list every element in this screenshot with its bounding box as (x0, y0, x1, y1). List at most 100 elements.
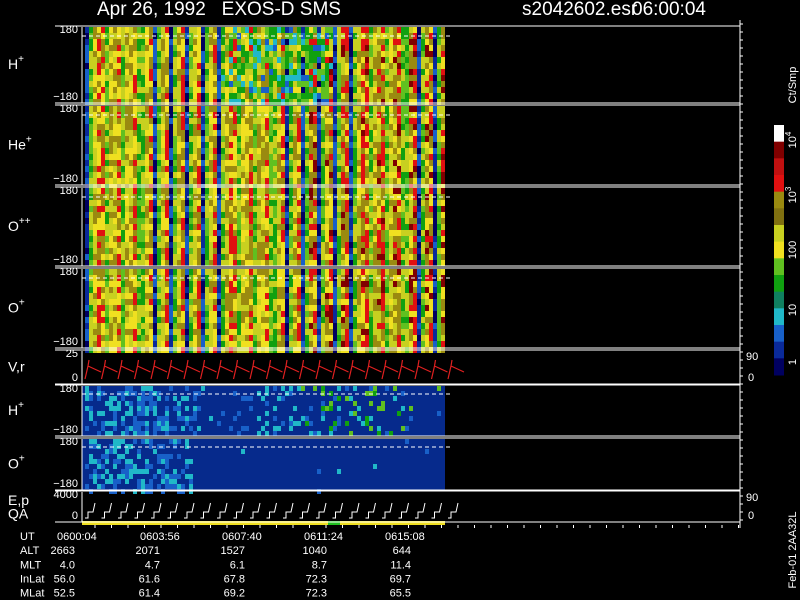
spectrogram-cell (165, 224, 169, 230)
spectrogram-cell (105, 106, 109, 112)
spectrogram-cell (125, 311, 129, 317)
spectrogram-cell (397, 248, 401, 254)
spectrogram-cell (109, 160, 113, 166)
spectrogram-cell (337, 293, 341, 299)
spectrogram-cell (169, 81, 173, 87)
spectrogram-cell (441, 242, 445, 248)
spectrogram-cell (433, 154, 437, 160)
spectrogram-cell (189, 188, 193, 194)
spectrogram-cell (133, 136, 137, 142)
spectrogram-cell (381, 311, 385, 317)
spectrogram-cell (117, 178, 121, 184)
spectrogram-cell (125, 317, 129, 323)
spectrogram-cell (293, 118, 297, 124)
spectrogram-cell (85, 254, 89, 260)
spectrogram-cell (365, 269, 369, 275)
spectrogram-cell (285, 99, 289, 105)
spectrogram-cell (161, 242, 165, 248)
spectrogram-cell (165, 323, 169, 329)
spectrogram-cell (153, 335, 157, 341)
spectrogram-cell (273, 93, 277, 99)
spectrogram-cell (117, 254, 121, 260)
spectrogram-cell (277, 323, 281, 329)
spectrogram-cell (101, 305, 105, 311)
spectrogram-cell (113, 248, 117, 254)
spectrogram-cell (405, 218, 409, 224)
spectrogram-cell (289, 236, 293, 242)
spectrogram-cell (137, 287, 141, 293)
spectrogram-cell (129, 130, 133, 136)
spectrogram-cell (441, 248, 445, 254)
spectrogram-cell (381, 248, 385, 254)
spectrogram-cell (89, 341, 93, 347)
spectrogram-cell (405, 317, 409, 323)
spectrogram-cell (325, 130, 329, 136)
spectrogram-cell (337, 99, 341, 105)
spectrogram-cell (309, 323, 313, 329)
spectrogram-cell (341, 154, 345, 160)
spectrogram-cell (177, 269, 181, 275)
spectrogram-cell (393, 287, 397, 293)
spectrogram-cell (341, 51, 345, 57)
spectrogram-cell (261, 248, 265, 254)
spectrogram-cell (361, 206, 365, 212)
spectrogram-cell (253, 254, 257, 260)
spectrogram-cell (177, 212, 181, 218)
spectrogram-cell (373, 166, 377, 172)
spectrogram-cell (209, 124, 213, 130)
spectrogram-cell (245, 87, 249, 93)
spectrogram-cell (169, 106, 173, 112)
spectrogram-cell (317, 188, 321, 194)
spectrogram-cell (229, 148, 233, 154)
spectrogram-cell (329, 160, 333, 166)
spectrogram-cell (281, 329, 285, 335)
spectrogram-cell (193, 248, 197, 254)
spectrogram-cell (261, 236, 265, 242)
spectrogram-cell (265, 293, 269, 299)
spectrogram-cell (265, 136, 269, 142)
spectrogram-cell (277, 136, 281, 142)
spectrogram-cell (193, 63, 197, 69)
spectrogram-cell (393, 118, 397, 124)
spectrogram-cell (369, 311, 373, 317)
spectrogram-cell (269, 287, 273, 293)
spectrogram-cell (229, 200, 233, 206)
spectrogram-cell (209, 260, 213, 266)
spectrogram-cell (301, 75, 305, 81)
spectrogram-cell (345, 57, 349, 63)
spectrogram-cell (405, 200, 409, 206)
spectrogram-cell (357, 130, 361, 136)
spectrogram-cell (393, 81, 397, 87)
spectrogram-cell (397, 341, 401, 347)
spectrogram-cell (177, 33, 181, 39)
spectrogram-cell (301, 323, 305, 329)
spectrogram-cell (285, 172, 289, 178)
spectrogram-cell (397, 311, 401, 317)
spectrogram-cell (409, 130, 413, 136)
spectrogram-cell (337, 218, 341, 224)
spectrogram-cell (401, 172, 405, 178)
spectrogram-cell (117, 311, 121, 317)
spectrogram-cell (209, 45, 213, 51)
spectrogram-cell (105, 87, 109, 93)
spectrogram-cell (437, 39, 441, 45)
spectrogram-cell (113, 69, 117, 75)
spectrogram-cell (289, 218, 293, 224)
spectrogram-cell (185, 136, 189, 142)
spectrogram-cell (437, 293, 441, 299)
spectrogram-cell (385, 27, 389, 33)
spectrogram-cell (121, 293, 125, 299)
spectrogram-cell (393, 194, 397, 200)
spectrogram-cell (177, 93, 181, 99)
spectrogram-cell (305, 75, 309, 81)
spectrogram-cell (317, 51, 321, 57)
spectrogram-cell (409, 172, 413, 178)
spectrogram-cell (153, 39, 157, 45)
spectrogram-cell (289, 154, 293, 160)
spectrogram-cell (201, 335, 205, 341)
spectrogram-cell (421, 305, 425, 311)
spectrogram-cell (121, 160, 125, 166)
spectrogram-cell (293, 166, 297, 172)
spectrogram-cell (197, 178, 201, 184)
spectrogram-cell (185, 188, 189, 194)
